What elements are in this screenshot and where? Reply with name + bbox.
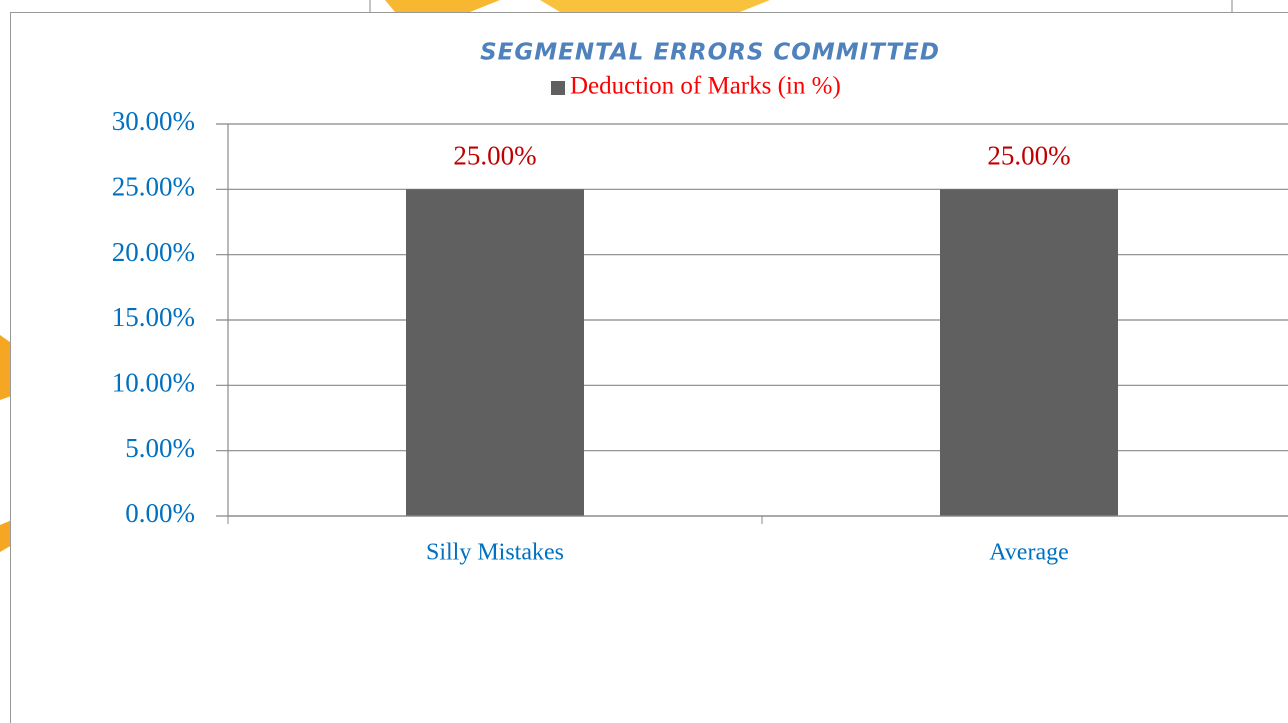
data-label: 25.00% — [453, 141, 536, 171]
x-tick-label: Average — [989, 540, 1069, 566]
data-label: 25.00% — [987, 141, 1070, 171]
bar — [406, 189, 584, 516]
legend-label: Deduction of Marks (in %) — [570, 73, 841, 100]
decoration — [385, 0, 500, 12]
chart-title: SEGMENTAL ERRORS COMMITTED — [480, 40, 940, 66]
y-tick-label: 10.00% — [112, 368, 195, 398]
page: SEGMENTAL ERRORS COMMITTED Deduction of … — [0, 0, 1288, 723]
y-tick-label: 20.00% — [112, 237, 195, 267]
x-tick-label: Silly Mistakes — [426, 540, 564, 566]
y-tick-label: 15.00% — [112, 302, 195, 332]
legend-swatch — [551, 81, 565, 95]
y-tick-label: 25.00% — [112, 172, 195, 202]
bar — [940, 189, 1118, 516]
chart: SEGMENTAL ERRORS COMMITTED Deduction of … — [0, 0, 1288, 723]
y-tick-label: 30.00% — [112, 106, 195, 136]
y-tick-label: 0.00% — [125, 498, 195, 528]
decoration — [540, 0, 770, 12]
y-tick-label: 5.00% — [125, 433, 195, 463]
